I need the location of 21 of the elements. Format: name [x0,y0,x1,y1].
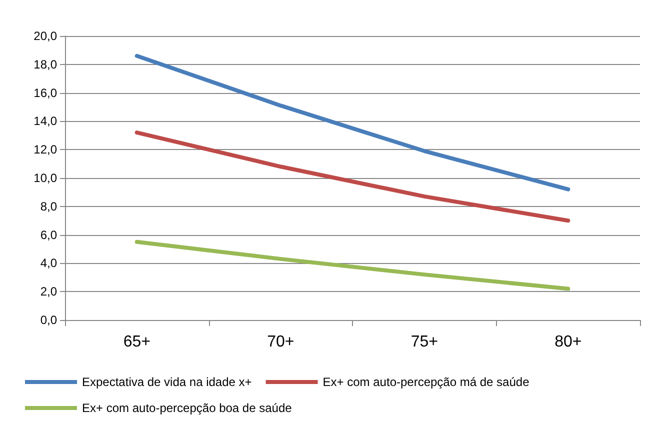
line-series [134,240,570,291]
y-tick-label: 16,0 [34,86,58,100]
line-series [134,130,570,223]
line-series [134,54,570,192]
y-tick-label: 18,0 [34,57,58,72]
y-tick-label: 14,0 [34,114,58,128]
legend-label: Ex+ com auto-percepção boa de saúde [82,401,292,415]
y-tick-label: 0,0 [40,313,58,327]
y-tick-label: 6,0 [40,228,58,242]
x-tick-label: 80+ [554,334,582,350]
y-tick-label: 12,0 [34,142,58,157]
x-tick-label: 70+ [267,334,294,350]
x-tick-label: 75+ [410,334,438,350]
y-tick-label: 8,0 [40,199,58,214]
x-tick-label: 65+ [123,334,150,350]
y-tick-label: 2,0 [40,284,58,299]
y-tick-label: 20,0 [34,29,58,43]
y-tick-label: 10,0 [34,171,58,185]
y-tick-label: 4,0 [40,256,58,270]
legend-label: Ex+ com auto-percepção má de saúde [322,375,530,389]
legend-label: Expectativa de vida na idade x+ [82,375,252,389]
